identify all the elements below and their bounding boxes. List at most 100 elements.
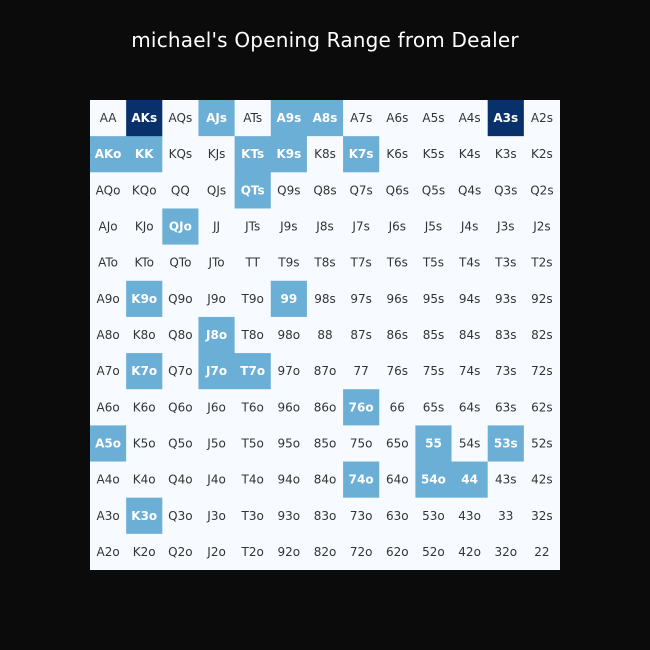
hand-cell: K4o [126, 461, 163, 499]
hand-cell: T4s [451, 244, 489, 282]
hand-cell-bg [90, 461, 127, 499]
hand-cell-bg [270, 244, 308, 282]
hand-cell: Q2o [162, 533, 199, 570]
hand-label: TT [244, 256, 260, 270]
hand-cell: JJ [198, 208, 236, 246]
hand-cell: 95o [270, 425, 308, 463]
hand-cell: 22 [523, 533, 560, 570]
hand-cell: 72o [343, 533, 380, 570]
hand-cell: A9o [90, 280, 127, 318]
hand-cell-bg [126, 533, 163, 570]
hand-cell-bg [234, 461, 272, 499]
hand-cell: AKs [126, 100, 163, 137]
hand-label: Q9o [168, 292, 192, 306]
hand-cell-bg [162, 172, 199, 209]
hand-cell-bg [198, 100, 236, 137]
hand-label: J2s [532, 220, 550, 234]
hand-label: 62s [531, 400, 553, 414]
hand-cell: 32s [523, 497, 560, 535]
hand-cell-bg [379, 316, 416, 354]
hand-cell: Q6o [162, 389, 199, 426]
hand-label: 92s [531, 292, 553, 306]
hand-label: A4s [459, 111, 481, 125]
hand-label: Q2o [168, 545, 192, 559]
hand-cell-bg [90, 353, 127, 390]
hand-cell-bg [162, 533, 199, 570]
hand-label: T4o [241, 473, 264, 487]
hand-cell-bg [379, 497, 416, 535]
hand-cell-bg [234, 497, 272, 535]
hand-cell-bg [487, 244, 525, 282]
hand-cell-bg [523, 208, 560, 246]
hand-cell: QQ [162, 172, 199, 209]
hand-cell-bg [234, 136, 272, 173]
hand-cell: 43o [451, 497, 489, 535]
hand-label: 32s [531, 509, 553, 523]
hand-label: J5o [206, 436, 226, 450]
hand-cell-bg [343, 244, 380, 282]
hand-cell: Q9o [162, 280, 199, 318]
hand-label: T6s [386, 256, 408, 270]
hand-cell: 87s [343, 316, 380, 354]
hand-cell-bg [343, 353, 380, 390]
hand-label: K4o [133, 473, 156, 487]
hand-cell: 85o [306, 425, 344, 463]
hand-cell: 88 [306, 316, 344, 354]
hand-label: 32o [494, 545, 517, 559]
hand-label: 77 [354, 364, 369, 378]
hand-cell: 72s [523, 353, 560, 390]
hand-label: 76s [387, 364, 409, 378]
hand-cell: T9s [270, 244, 308, 282]
hand-cell-bg [379, 208, 416, 246]
hand-label: 92o [278, 545, 301, 559]
hand-cell: K5o [126, 425, 163, 463]
hand-label: Q5o [168, 436, 192, 450]
chart-title: michael's Opening Range from Dealer [131, 28, 519, 52]
hand-cell: A9s [270, 100, 308, 137]
hand-cell: K9o [126, 280, 163, 318]
hand-label: 75o [350, 436, 373, 450]
hand-label: T7s [350, 256, 372, 270]
hand-label: 75s [423, 364, 445, 378]
hand-label: Q6s [386, 183, 409, 197]
hand-label: 96o [278, 400, 301, 414]
hand-cell-bg [270, 389, 308, 426]
hand-cell: 65o [379, 425, 416, 463]
hand-label: A8s [313, 111, 338, 125]
hand-label: 83o [314, 509, 337, 523]
hand-label: A9o [96, 292, 119, 306]
hand-cell: Q7o [162, 353, 199, 390]
hand-cell: KJo [126, 208, 163, 246]
hand-cell: K6o [126, 389, 163, 426]
hand-cell: T5o [234, 425, 272, 463]
hand-label: T5s [422, 256, 444, 270]
hand-label: 74o [349, 473, 374, 487]
hand-cell: Q5s [415, 172, 453, 209]
hand-cell-bg [198, 136, 236, 173]
hand-cell-bg [162, 353, 199, 390]
hand-cell-bg [451, 353, 489, 390]
hand-cell: A7o [90, 353, 127, 390]
hand-cell-bg [451, 389, 489, 426]
hand-cell-bg [162, 100, 199, 137]
hand-cell: A3s [487, 100, 525, 137]
hand-label: Q4s [458, 183, 481, 197]
hand-cell-bg [306, 316, 344, 354]
hand-cell: A5s [415, 100, 453, 137]
hand-label: KJo [135, 220, 154, 234]
hand-cell: A2s [523, 100, 560, 137]
hand-cell-bg [415, 497, 453, 535]
hand-cell-bg [343, 461, 380, 499]
hand-label: 52s [531, 436, 553, 450]
hand-cell: T6s [379, 244, 416, 282]
hand-cell: T8o [234, 316, 272, 354]
hand-cell: J9s [270, 208, 308, 246]
hand-cell: 44 [451, 461, 489, 499]
hand-label: 63o [386, 509, 409, 523]
hand-cell-bg [90, 136, 127, 173]
hand-cell: 33 [487, 497, 525, 535]
hand-cell-bg [415, 136, 453, 173]
hand-label: Q9s [277, 183, 300, 197]
hand-label: J6o [206, 400, 226, 414]
hand-cell: 55 [415, 425, 453, 463]
